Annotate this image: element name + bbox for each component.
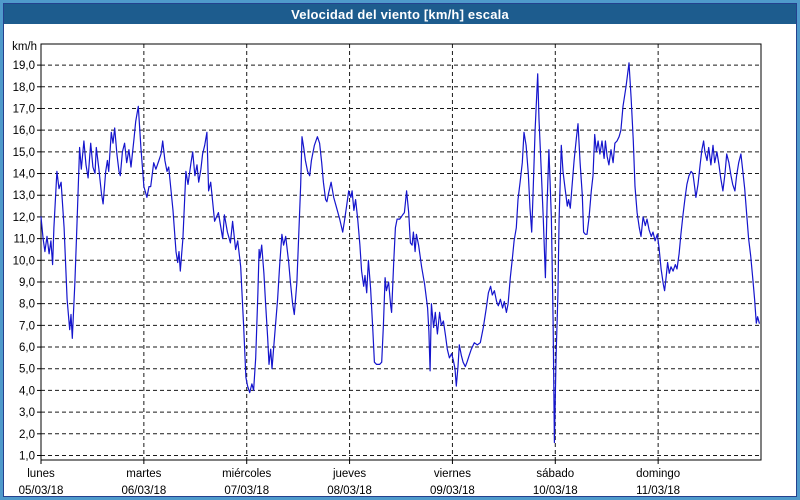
- x-date-label: 07/03/18: [224, 485, 269, 496]
- x-day-label: domingo: [636, 468, 680, 480]
- y-tick-label: 15,0: [13, 147, 35, 159]
- x-day-label: sábado: [536, 468, 574, 480]
- x-day-label: miércoles: [222, 468, 271, 480]
- y-tick-label: 4,0: [19, 385, 35, 397]
- y-tick-label: 13,0: [13, 190, 35, 202]
- x-day-label: jueves: [332, 468, 366, 480]
- x-date-label: 06/03/18: [121, 485, 166, 496]
- chart-title: Velocidad del viento [km/h] escala: [291, 6, 509, 22]
- y-tick-label: 5,0: [19, 364, 35, 376]
- y-tick-label: 3,0: [19, 407, 35, 419]
- x-date-label: 10/03/18: [533, 485, 578, 496]
- x-date-label: 09/03/18: [430, 485, 475, 496]
- x-day-label: lunes: [27, 468, 55, 480]
- wind-speed-line: [40, 62, 760, 444]
- y-tick-label: 2,0: [19, 429, 35, 441]
- x-date-label: 05/03/18: [19, 485, 64, 496]
- y-tick-label: 17,0: [13, 103, 35, 115]
- y-tick-label: 16,0: [13, 125, 35, 137]
- x-day-label: viernes: [434, 468, 471, 480]
- y-tick-label: 10,0: [13, 255, 35, 267]
- x-date-label: 08/03/18: [327, 485, 372, 496]
- y-tick-label: 14,0: [13, 169, 35, 181]
- y-tick-label: 8,0: [19, 299, 35, 311]
- y-tick-label: 12,0: [13, 212, 35, 224]
- y-tick-label: 18,0: [13, 82, 35, 94]
- y-tick-label: 1,0: [19, 451, 35, 463]
- y-tick-label: 7,0: [19, 320, 35, 332]
- y-tick-label: 9,0: [19, 277, 35, 289]
- x-day-label: martes: [126, 468, 161, 480]
- y-tick-label: 19,0: [13, 60, 35, 72]
- y-tick-label: 6,0: [19, 342, 35, 354]
- window-frame: Velocidad del viento [km/h] escala 19,0 1…: [3, 3, 797, 497]
- chart-area: 19,0 18,0 17,0 16,0 15,0 14,0 13,0 12,0 11,0 10,0…: [4, 24, 796, 496]
- window-titlebar[interactable]: Velocidad del viento [km/h] escala: [4, 4, 796, 24]
- y-axis-unit-label: km/h: [12, 41, 37, 53]
- x-date-label: 11/03/18: [636, 485, 680, 496]
- wind-speed-chart: 19,0 18,0 17,0 16,0 15,0 14,0 13,0 12,0 11,0 10,0…: [12, 41, 762, 496]
- plot-frame: [40, 43, 762, 461]
- y-tick-label: 11,0: [13, 234, 35, 246]
